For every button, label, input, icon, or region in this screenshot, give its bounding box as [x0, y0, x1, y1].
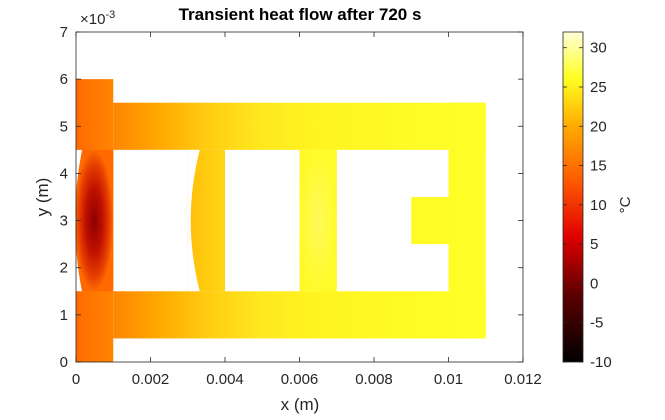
colorbar-tick-label: 25: [590, 79, 607, 96]
bottom-strip: [113, 291, 486, 339]
x-tick-label: 0.004: [206, 371, 244, 388]
y-tick-label: 6: [60, 71, 68, 88]
colorbar-tick-label: 0: [590, 275, 598, 292]
colorbar-tick-label: 5: [590, 236, 598, 253]
y-tick-label: 4: [60, 165, 68, 182]
colorbar-label: °C: [617, 196, 634, 213]
right-bar: [448, 102, 486, 339]
fin-2-glow: [299, 149, 337, 292]
y-tick-label: 1: [60, 307, 68, 324]
x-tick-label: 0.002: [132, 371, 170, 388]
top-strip: [113, 102, 486, 150]
colorbar: [562, 31, 584, 363]
y-tick-label: 2: [60, 260, 68, 277]
y-axis-label: y (m): [33, 178, 52, 217]
x-tick-label: 0.012: [504, 371, 542, 388]
y-tick-label: 3: [60, 213, 68, 230]
colorbar-tick-label: 15: [590, 158, 607, 175]
left-notch: [75, 149, 82, 292]
heat-field: [75, 79, 486, 363]
colorbar-tick-label: -5: [590, 315, 603, 332]
colorbar-tick-label: -10: [590, 354, 612, 371]
y-tick-label: 5: [60, 118, 68, 135]
x-tick-label: 0.006: [281, 371, 319, 388]
y-tick-label: 0: [60, 354, 68, 371]
x-axis-label: x (m): [281, 395, 320, 414]
cold-core: [75, 149, 114, 292]
x-tick-label: 0.008: [355, 371, 393, 388]
colorbar-tick-label: 10: [590, 197, 607, 214]
x-axis: 0 0.002 0.004 0.006 0.008 0.01 0.012: [72, 32, 542, 388]
y-exponent-label: ×10-3: [80, 9, 115, 28]
fin-3: [411, 197, 449, 245]
fin-1-curve: [187, 149, 200, 292]
x-tick-label: 0: [72, 371, 80, 388]
colorbar-ticks: -10 -5 0 5 10 15 20 25 30: [563, 40, 612, 371]
colorbar-tick-label: 30: [590, 40, 607, 57]
x-tick-label: 0.01: [434, 371, 463, 388]
y-tick-label: 7: [60, 24, 68, 41]
chart-title: Transient heat flow after 720 s: [179, 5, 422, 24]
y-axis: 0 1 2 3 4 5 6 7: [60, 24, 523, 371]
colorbar-tick-label: 20: [590, 118, 607, 135]
